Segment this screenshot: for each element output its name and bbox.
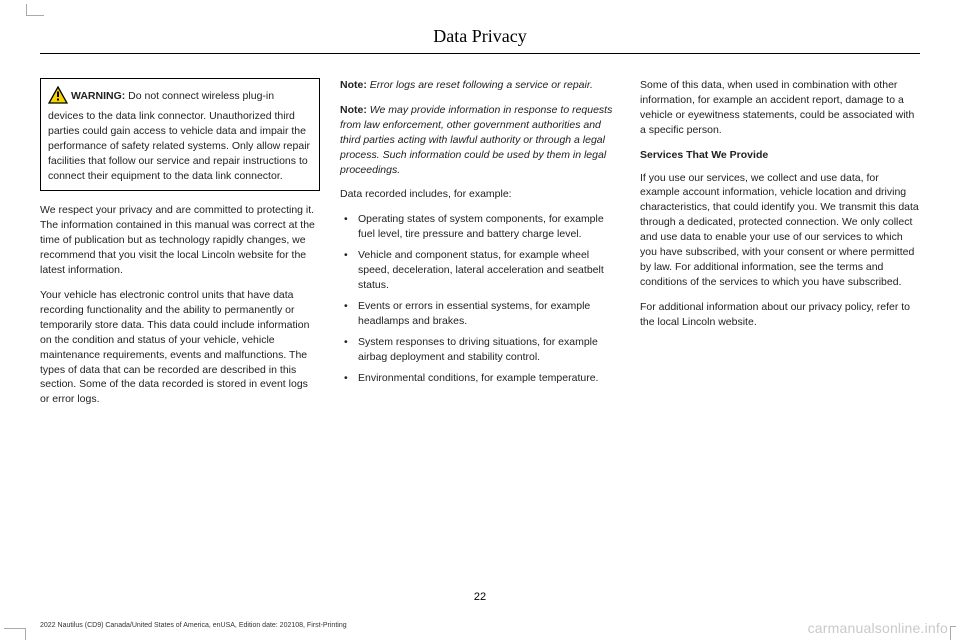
- body-text: If you use our services, we collect and …: [640, 171, 920, 290]
- list-item: Vehicle and component status, for exampl…: [340, 248, 620, 293]
- crop-mark: [26, 4, 44, 16]
- footer-watermark: carmanualsonline.info: [808, 620, 948, 636]
- note-label: Note:: [340, 104, 367, 116]
- note-body: Error logs are reset following a service…: [367, 79, 593, 91]
- crop-mark: [4, 628, 26, 640]
- crop-mark: [950, 626, 956, 640]
- content-columns: WARNING: Do not connect wireless plug-in…: [40, 78, 920, 417]
- list-item: Events or errors in essential systems, f…: [340, 299, 620, 329]
- warning-triangle-icon: [48, 86, 68, 109]
- body-text: For additional information about our pri…: [640, 300, 920, 330]
- page-title: Data Privacy: [40, 26, 920, 53]
- header-divider: [40, 53, 920, 54]
- column-3: Some of this data, when used in combinat…: [640, 78, 920, 417]
- note-paragraph: Note: We may provide information in resp…: [340, 103, 620, 178]
- note-paragraph: Note: Error logs are reset following a s…: [340, 78, 620, 93]
- warning-label: WARNING:: [71, 90, 125, 102]
- page-number: 22: [0, 591, 960, 603]
- section-subhead: Services That We Provide: [640, 148, 920, 163]
- note-label: Note:: [340, 79, 367, 91]
- list-item: Environmental conditions, for example te…: [340, 371, 620, 386]
- list-item: Operating states of system components, f…: [340, 212, 620, 242]
- body-text: Your vehicle has electronic control unit…: [40, 288, 320, 407]
- footer-edition-info: 2022 Nautilus (CD9) Canada/United States…: [40, 622, 347, 629]
- column-1: WARNING: Do not connect wireless plug-in…: [40, 78, 320, 417]
- body-text: Some of this data, when used in combinat…: [640, 78, 920, 138]
- warning-text: Do not connect wireless plug-in devices …: [48, 90, 310, 182]
- column-2: Note: Error logs are reset following a s…: [340, 78, 620, 417]
- note-body: We may provide information in response t…: [340, 104, 612, 176]
- list-item: System responses to driving situations, …: [340, 335, 620, 365]
- body-text: We respect your privacy and are committe…: [40, 203, 320, 278]
- warning-box: WARNING: Do not connect wireless plug-in…: [40, 78, 320, 191]
- body-text: Data recorded includes, for example:: [340, 187, 620, 202]
- bullet-list: Operating states of system components, f…: [340, 212, 620, 385]
